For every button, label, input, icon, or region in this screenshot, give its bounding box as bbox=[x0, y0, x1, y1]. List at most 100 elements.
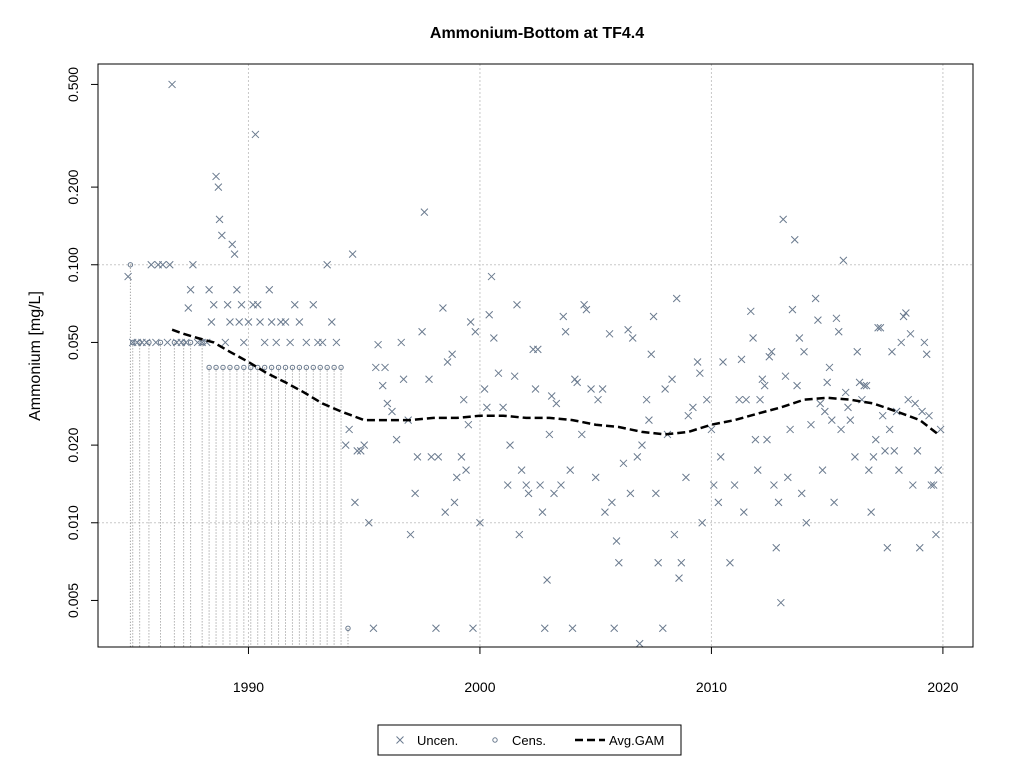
censored-point bbox=[303, 364, 310, 371]
uncensored-point bbox=[267, 318, 276, 326]
uncensored-point bbox=[124, 272, 132, 281]
censored-point bbox=[130, 339, 136, 346]
uncensored-point bbox=[626, 489, 635, 498]
uncensored-point bbox=[658, 624, 667, 633]
uncensored-point bbox=[364, 518, 373, 527]
uncensored-point bbox=[515, 530, 524, 539]
censored-point bbox=[282, 364, 289, 371]
legend-label: Uncen. bbox=[417, 733, 458, 748]
uncensored-point bbox=[221, 338, 230, 347]
uncensored-point bbox=[827, 416, 836, 424]
censored-point bbox=[187, 339, 194, 346]
uncensored-point bbox=[371, 363, 380, 372]
uncensored-point bbox=[779, 215, 788, 224]
uncensored-point bbox=[908, 481, 917, 489]
uncensored-point bbox=[411, 489, 419, 498]
uncensored-point bbox=[837, 425, 845, 434]
uncensored-point bbox=[709, 481, 718, 489]
uncensored-point bbox=[513, 300, 521, 309]
uncensored-point bbox=[462, 466, 470, 474]
x-tick-label: 2000 bbox=[464, 679, 495, 695]
uncensored-point bbox=[360, 441, 369, 449]
uncensored-point bbox=[327, 318, 336, 326]
uncensored-point bbox=[911, 399, 919, 408]
legend-x-marker bbox=[396, 736, 404, 744]
censored-point bbox=[275, 364, 282, 371]
uncensored-point bbox=[566, 466, 575, 474]
censored-point bbox=[317, 364, 323, 371]
legend: Uncen. Cens. Avg.GAM bbox=[377, 724, 682, 756]
uncensored-point bbox=[158, 260, 167, 269]
uncensored-point bbox=[253, 300, 262, 309]
uncensored-point bbox=[374, 340, 382, 349]
uncensored-point bbox=[716, 453, 725, 461]
uncensored-point bbox=[770, 481, 778, 489]
uncensored-point bbox=[351, 498, 359, 507]
censored-point bbox=[206, 364, 212, 371]
uncensored-point bbox=[682, 473, 690, 482]
uncensored-point bbox=[152, 338, 160, 347]
y-tick-label: 0.100 bbox=[65, 247, 81, 282]
uncensored-point bbox=[895, 466, 903, 474]
y-tick-label: 0.050 bbox=[65, 325, 81, 360]
uncensored-point bbox=[793, 381, 801, 390]
uncensored-point bbox=[168, 80, 176, 89]
uncensored-point bbox=[281, 318, 290, 326]
x-tick-label: 2020 bbox=[927, 679, 958, 695]
legend-box bbox=[377, 724, 682, 756]
uncensored-point bbox=[832, 314, 841, 323]
uncensored-point bbox=[272, 338, 281, 347]
uncensored-point bbox=[628, 334, 637, 342]
censored-point bbox=[345, 625, 351, 631]
uncensored-point bbox=[480, 385, 489, 393]
uncensored-point bbox=[906, 329, 915, 338]
uncensored-point bbox=[239, 338, 248, 347]
uncensored-point bbox=[598, 385, 607, 393]
uncensored-point bbox=[244, 318, 253, 326]
uncensored-point bbox=[233, 285, 241, 294]
uncensored-point bbox=[459, 395, 468, 404]
uncensored-point bbox=[381, 363, 389, 372]
censored-point bbox=[248, 364, 254, 371]
uncensored-point bbox=[189, 260, 197, 269]
uncensored-point bbox=[487, 272, 496, 281]
x-tick-label: 2010 bbox=[696, 679, 727, 695]
uncensored-point bbox=[652, 489, 660, 498]
uncensored-point bbox=[378, 381, 387, 390]
uncensored-point bbox=[737, 355, 746, 364]
uncensored-point bbox=[814, 316, 822, 325]
uncensored-point bbox=[573, 378, 582, 387]
uncensored-point bbox=[406, 530, 415, 539]
uncensored-point bbox=[853, 347, 862, 356]
uncensored-point bbox=[420, 208, 429, 216]
uncensored-point bbox=[587, 385, 595, 393]
censored-point bbox=[324, 364, 330, 371]
uncensored-point bbox=[816, 399, 825, 408]
uncensored-point bbox=[811, 294, 820, 303]
uncensored-point bbox=[689, 403, 697, 412]
uncensored-point bbox=[920, 338, 929, 347]
uncensored-point bbox=[163, 338, 172, 347]
uncensored-point bbox=[936, 425, 945, 434]
uncensored-point bbox=[864, 466, 873, 474]
uncensored-point bbox=[726, 558, 734, 567]
censored-point bbox=[338, 364, 344, 371]
uncensored-point bbox=[353, 447, 362, 455]
uncensored-point bbox=[561, 327, 570, 336]
uncensored-point bbox=[517, 466, 526, 474]
y-axis-label: Ammonium [mg/L] bbox=[27, 291, 44, 421]
uncensored-point bbox=[614, 558, 623, 567]
chart-title: Ammonium-Bottom at TF4.4 bbox=[430, 25, 644, 42]
uncensored-point bbox=[818, 466, 827, 474]
uncensored-point bbox=[885, 425, 894, 434]
uncensored-point bbox=[531, 385, 540, 393]
uncensored-point bbox=[591, 473, 600, 482]
censored-point bbox=[255, 364, 261, 371]
uncensored-point bbox=[332, 338, 341, 347]
censored-point bbox=[261, 364, 268, 371]
uncensored-point bbox=[672, 294, 681, 303]
uncensored-point bbox=[707, 425, 716, 434]
uncensored-point bbox=[730, 481, 739, 489]
uncensored-point bbox=[476, 518, 484, 527]
uncensored-point bbox=[434, 453, 443, 461]
